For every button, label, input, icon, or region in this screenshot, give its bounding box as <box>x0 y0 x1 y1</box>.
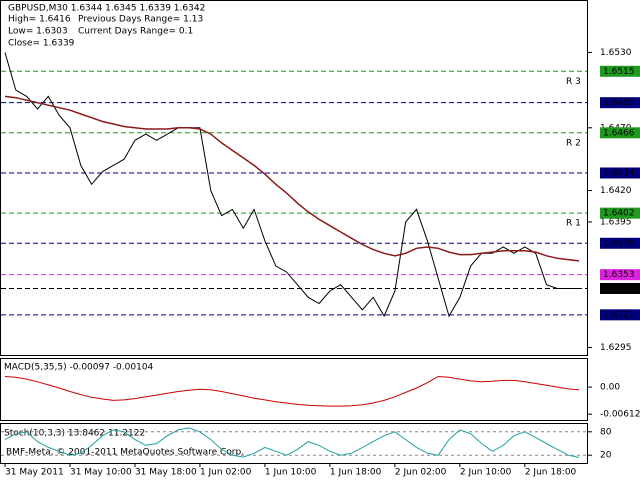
level-tag: R 2 <box>566 138 581 148</box>
level-box <box>600 207 640 219</box>
level-box <box>600 127 640 139</box>
x-tick-label: 2 Jun 02:00 <box>395 468 447 478</box>
info: High= 1.6416 <box>8 15 71 25</box>
level-label: 1.6342 <box>603 284 635 294</box>
level-box <box>600 65 640 77</box>
y-tick-label: 1.6395 <box>600 217 632 227</box>
copyright: BMF-Meta, © 2001-2011 MetaQuotes Softwar… <box>6 448 244 458</box>
x-tick-label: 2 Jun 10:00 <box>460 468 512 478</box>
stoch-pane <box>0 423 588 464</box>
info: Previous Days Range= 1.13 <box>78 15 203 25</box>
stoch-title: Stoch(10,3,3) 13.8462 11.2122 <box>4 429 145 439</box>
level-label: 1.6402 <box>603 209 635 219</box>
x-tick-label: 31 May 18:00 <box>135 468 197 478</box>
series-line <box>4 427 580 458</box>
main-title: GBPUSD,M30 1.6344 1.6345 1.6339 1.6342 <box>8 4 205 14</box>
level-label: 1.6490 <box>603 98 635 108</box>
macd-pane <box>0 358 588 421</box>
level-label: 1.6434 <box>603 168 635 178</box>
series-line <box>4 95 580 262</box>
x-tick-label: 1 Jun 10:00 <box>265 468 317 478</box>
x-tick-label: 1 Jun 02:00 <box>200 468 252 478</box>
y-tick-label: 1.6530 <box>600 48 632 58</box>
y-tick-label: 20 <box>600 451 612 461</box>
x-tick-label: 31 May 2011 <box>5 468 64 478</box>
level-box <box>600 97 640 109</box>
x-tick-label: 31 May 10:00 <box>70 468 132 478</box>
main-pane <box>0 0 588 356</box>
y-tick-label: 1.6420 <box>600 186 632 196</box>
x-tick-label: 1 Jun 18:00 <box>330 468 382 478</box>
x-tick-label: 2 Jun 18:00 <box>525 468 577 478</box>
level-label: 1.6466 <box>603 128 635 138</box>
macd-title: MACD(5,35,5) -0.00097 -0.00104 <box>4 363 154 373</box>
level-box <box>600 167 640 179</box>
level-box <box>600 269 640 281</box>
level-tag: R 1 <box>566 219 581 229</box>
level-box <box>600 282 640 294</box>
info: Close= 1.6339 <box>8 39 75 49</box>
y-tick-label: 0.00 <box>600 383 620 393</box>
level-label: 1.6378 <box>603 239 635 249</box>
info: Current Days Range= 0.1 <box>78 27 193 37</box>
level-tag: R 3 <box>566 77 581 87</box>
series-line <box>4 375 580 407</box>
y-tick-label: 1.6295 <box>600 343 632 353</box>
y-tick-label: 80 <box>600 427 612 437</box>
level-label: 1.6515 <box>603 67 635 77</box>
level-label: 1.6321 <box>603 310 635 320</box>
level-box <box>600 309 640 321</box>
level-box <box>600 237 640 249</box>
info: Low= 1.6303 <box>8 27 68 37</box>
level-label: 1.6353 <box>603 270 635 280</box>
y-tick-label: -0.00612 <box>600 410 640 420</box>
